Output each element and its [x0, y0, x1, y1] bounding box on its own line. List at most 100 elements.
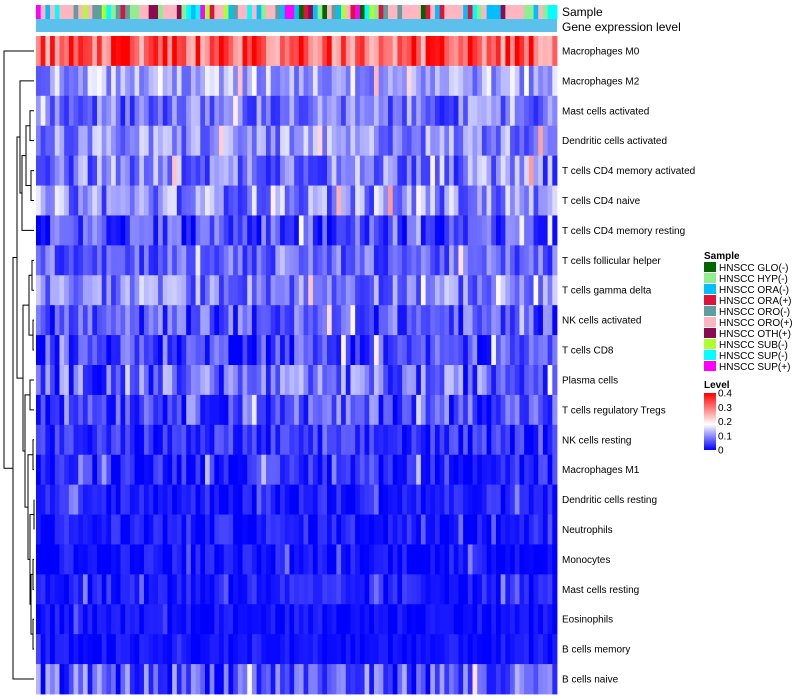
heatmap-cell	[200, 275, 206, 306]
heatmap-cell	[228, 125, 234, 157]
heatmap-cell	[190, 65, 196, 97]
heatmap-cell	[402, 664, 408, 695]
heatmap-cell	[73, 335, 79, 366]
heatmap-cell	[510, 574, 516, 605]
heatmap-cell	[45, 125, 51, 157]
heatmap-cell	[106, 574, 112, 605]
heatmap-cell	[190, 634, 196, 665]
heatmap-cell	[87, 245, 93, 276]
heatmap-cell	[500, 245, 506, 276]
heatmap-cell	[524, 424, 530, 456]
heatmap-cell	[317, 574, 323, 605]
heatmap-cell	[463, 215, 469, 246]
heatmap-cell	[491, 245, 497, 276]
heatmap-cell	[265, 65, 272, 97]
heatmap-cell	[345, 275, 351, 306]
heatmap-cell	[190, 574, 196, 605]
heatmap-cell	[355, 185, 361, 216]
heatmap-cell	[261, 36, 267, 67]
heatmap-cell	[472, 424, 478, 456]
heatmap-cell	[209, 634, 215, 665]
heatmap-cell	[336, 424, 342, 456]
heatmap-cell	[50, 424, 56, 456]
heatmap-cell	[359, 125, 365, 157]
heatmap-cell	[397, 454, 403, 486]
heatmap-cell	[303, 514, 309, 545]
heatmap-cell	[134, 245, 140, 276]
heatmap-cell	[439, 484, 445, 515]
heatmap-cell	[265, 604, 272, 635]
dendrogram-link	[31, 259, 34, 291]
heatmap-cell	[341, 275, 347, 306]
heatmap-cell	[176, 454, 182, 486]
heatmap-cell	[341, 664, 347, 695]
heatmap-cell	[453, 544, 459, 575]
heatmap-cell	[148, 454, 154, 486]
heatmap-cell	[411, 185, 417, 216]
heatmap-cell	[434, 604, 441, 635]
heatmap-cell	[467, 305, 473, 336]
heatmap-cell	[223, 305, 229, 336]
heatmap-cell	[331, 215, 337, 246]
heatmap-cell	[237, 125, 243, 157]
heatmap-cell	[552, 305, 558, 336]
heatmap-cell	[289, 484, 295, 515]
heatmap-cell	[388, 394, 394, 426]
legend-item-label: HNSCC OTH(+)	[719, 329, 791, 340]
heatmap-cell	[158, 394, 164, 426]
heatmap-cell	[294, 634, 300, 665]
heatmap-cell	[547, 664, 553, 695]
heatmap-cell	[284, 185, 290, 216]
heatmap-cell	[312, 574, 319, 605]
heatmap-cell	[92, 634, 98, 665]
heatmap-cell	[92, 604, 98, 635]
heatmap-cell	[82, 544, 89, 575]
heatmap-cell	[420, 394, 426, 426]
heatmap-cell	[233, 484, 239, 515]
heatmap-cell	[538, 664, 544, 695]
heatmap-cell	[54, 544, 60, 575]
heatmap-cell	[190, 185, 196, 216]
heatmap-cell	[209, 394, 215, 426]
heatmap-cell	[97, 245, 103, 276]
heatmap-cell	[247, 544, 253, 575]
heatmap-cell	[167, 275, 173, 306]
heatmap-cell	[143, 185, 150, 216]
row-label: T cells CD4 naive	[562, 196, 641, 207]
heatmap-cell	[143, 424, 150, 456]
heatmap-cell	[458, 484, 464, 515]
heatmap-cell	[317, 185, 323, 216]
heatmap-cell	[298, 394, 304, 426]
heatmap-cell	[542, 65, 549, 97]
heatmap-cell	[134, 574, 140, 605]
heatmap-cell	[176, 604, 182, 635]
heatmap-cell	[158, 305, 164, 336]
heatmap-cell	[45, 634, 51, 665]
heatmap-cell	[167, 245, 173, 276]
heatmap-cell	[36, 634, 42, 665]
heatmap-cell	[289, 335, 295, 366]
heatmap-cell	[472, 394, 478, 426]
heatmap-cell	[373, 215, 380, 246]
heatmap-cell	[120, 604, 126, 635]
heatmap-cell	[439, 215, 445, 246]
heatmap-cell	[242, 65, 248, 97]
heatmap-cell	[430, 544, 436, 575]
heatmap-cell	[129, 604, 135, 635]
heatmap-cell	[542, 484, 549, 515]
heatmap-cell	[397, 394, 403, 426]
heatmap-cell	[148, 335, 154, 366]
heatmap-cell	[242, 185, 248, 216]
heatmap-cell	[251, 95, 257, 127]
heatmap-cell	[519, 634, 525, 665]
heatmap-cell	[148, 664, 154, 695]
heatmap-cell	[402, 185, 408, 216]
heatmap-cell	[82, 125, 89, 157]
heatmap-cell	[68, 574, 74, 605]
heatmap-cell	[82, 664, 89, 695]
heatmap-cell	[143, 125, 150, 157]
heatmap-cell	[204, 604, 211, 635]
heatmap-cell	[514, 544, 520, 575]
heatmap-cell	[54, 574, 60, 605]
heatmap-cell	[486, 484, 492, 515]
